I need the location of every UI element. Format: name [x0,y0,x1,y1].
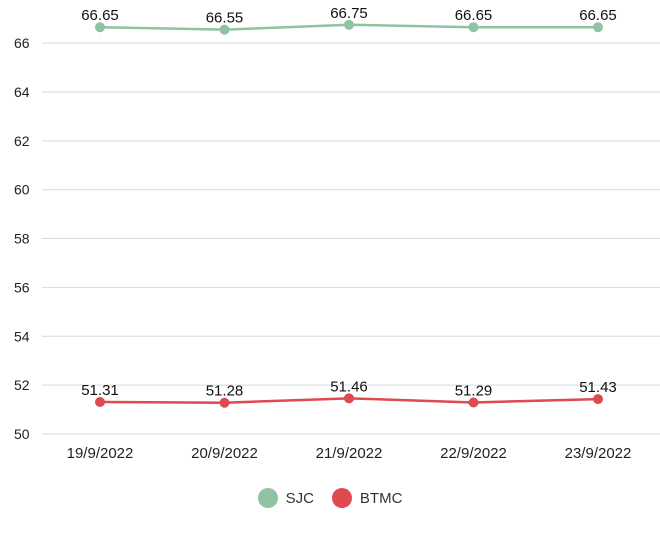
legend-item-btmc[interactable]: BTMC [331,488,403,508]
data-point-sjc[interactable] [593,22,603,33]
y-tick-label: 50 [14,426,30,442]
series-layer: 66.65 66.55 66.75 66.65 66.65 51.31 51.28 51.46… [81,5,617,408]
y-tick-label: 56 [14,279,30,295]
data-label-btmc: 51.43 [579,379,617,396]
data-point-sjc[interactable] [344,19,354,30]
data-label-sjc: 66.65 [579,7,617,24]
data-point-sjc[interactable] [219,24,230,35]
line-chart: 50 52 54 56 58 60 62 64 66 19/9/2022 20/9/2022 21/… [14,5,660,462]
y-tick-label: 58 [14,231,30,247]
series-sjc: 66.65 66.55 66.75 66.65 66.65 [81,5,617,35]
data-label-sjc: 66.65 [455,7,493,24]
y-tick-label: 52 [14,377,30,393]
x-tick-label: 20/9/2022 [191,445,258,462]
data-label-btmc: 51.46 [330,378,368,395]
x-tick-label: 21/9/2022 [316,445,383,462]
data-point-btmc[interactable] [593,394,603,405]
data-label-sjc: 66.65 [81,7,119,24]
data-label-sjc: 66.55 [206,10,244,27]
y-tick-label: 66 [14,35,30,51]
x-tick-label: 19/9/2022 [67,445,134,462]
data-label-btmc: 51.28 [206,383,244,400]
data-point-sjc[interactable] [95,22,105,33]
data-point-btmc[interactable] [344,393,354,404]
data-label-sjc: 66.75 [330,5,368,22]
data-point-btmc[interactable] [219,397,230,408]
y-tick-label: 54 [14,328,30,344]
legend-label-btmc: BTMC [359,489,403,507]
y-tick-label: 60 [14,182,30,198]
data-label-btmc: 51.31 [81,382,119,399]
data-point-btmc[interactable] [95,396,105,407]
x-tick-label: 23/9/2022 [565,445,632,462]
legend: SJC BTMC [0,488,660,508]
legend-marker-btmc [331,488,352,508]
data-label-btmc: 51.29 [455,382,493,399]
series-btmc: 51.31 51.28 51.46 51.29 51.43 [81,378,617,408]
legend-item-sjc[interactable]: SJC [257,488,314,508]
x-tick-label: 22/9/2022 [440,445,507,462]
data-point-btmc[interactable] [468,397,479,408]
y-tick-label: 62 [14,133,30,149]
y-tick-label: 64 [14,84,30,100]
gridlines [42,42,660,435]
x-axis-ticks: 19/9/2022 20/9/2022 21/9/2022 22/9/2022 23/9… [67,445,632,462]
data-point-sjc[interactable] [468,22,479,33]
legend-marker-sjc [257,488,278,508]
y-axis-ticks: 50 52 54 56 58 60 62 64 66 [14,35,30,442]
legend-label-sjc: SJC [285,489,314,507]
